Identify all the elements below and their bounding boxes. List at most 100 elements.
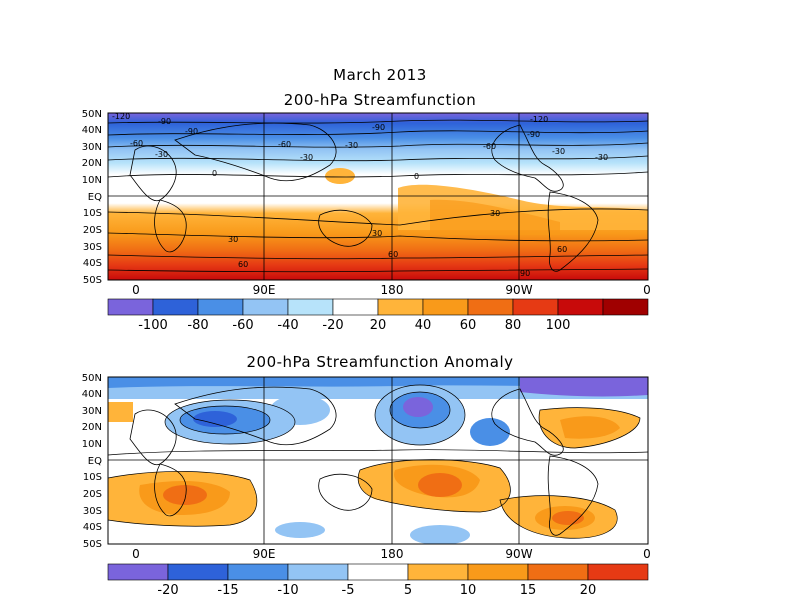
contour-labels: -120 -90 -90 -90 -120 -90 -60 -60 -60 -3… bbox=[112, 112, 608, 278]
colorbar-swatch bbox=[512, 298, 559, 316]
lat-tick-label: 30N bbox=[82, 406, 102, 417]
colorbar-label: 100 bbox=[546, 318, 571, 333]
lat-tick-label: EQ bbox=[88, 192, 102, 203]
colorbar-swatch bbox=[467, 298, 514, 316]
month-title: March 2013 bbox=[333, 66, 427, 84]
contour-label: -90 bbox=[158, 117, 171, 126]
colorbar-swatch bbox=[227, 563, 289, 581]
colorbar-swatch bbox=[287, 563, 349, 581]
lat-tick-label: 40N bbox=[82, 389, 102, 400]
panel1-title: 200-hPa Streamfunction bbox=[283, 91, 477, 109]
lon-tick-label: 0 bbox=[643, 283, 651, 297]
lon-axis-bottom: 0 90E 180 90W 0 bbox=[132, 547, 651, 561]
streamfunction-map bbox=[108, 113, 648, 280]
contour-label: -90 bbox=[372, 123, 385, 132]
map-frame bbox=[107, 376, 649, 545]
colorbar-label: 10 bbox=[460, 583, 477, 598]
colorbar-swatch bbox=[152, 298, 199, 316]
lat-tick-label: 20S bbox=[83, 489, 102, 500]
colorbar-top: -100 -80 -60 -40 -20 20 40 60 80 100 bbox=[107, 298, 649, 333]
lat-tick-label: 20S bbox=[83, 225, 102, 236]
colorbar-swatch bbox=[602, 298, 649, 316]
contour-label: -60 bbox=[483, 142, 496, 151]
lon-tick-label: 180 bbox=[381, 547, 404, 561]
contour-label: -60 bbox=[130, 139, 143, 148]
lon-tick-label: 90E bbox=[253, 283, 276, 297]
contour-label: -30 bbox=[552, 147, 565, 156]
colorbar-swatch bbox=[557, 298, 604, 316]
panel2-title: 200-hPa Streamfunction Anomaly bbox=[246, 353, 514, 371]
colorbar-label: -5 bbox=[342, 583, 355, 598]
colorbar-label: -80 bbox=[187, 318, 208, 333]
contour-label: 60 bbox=[388, 250, 398, 259]
colorbar-label: 40 bbox=[415, 318, 432, 333]
lat-tick-label: 30S bbox=[83, 506, 102, 517]
lat-tick-label: 50N bbox=[82, 109, 102, 120]
colorbar-swatch bbox=[107, 298, 154, 316]
contour-label: -60 bbox=[278, 140, 291, 149]
contour-label: -30 bbox=[155, 150, 168, 159]
lon-tick-label: 90W bbox=[505, 547, 532, 561]
contour-label: -90 bbox=[527, 130, 540, 139]
contour-label: -120 bbox=[112, 112, 130, 121]
lon-tick-label: 0 bbox=[132, 547, 140, 561]
lat-tick-label: 10N bbox=[82, 175, 102, 186]
colorbar-swatch bbox=[422, 298, 469, 316]
colorbar-swatch bbox=[527, 563, 589, 581]
colorbar-label: -60 bbox=[232, 318, 253, 333]
graticule bbox=[108, 113, 648, 280]
colorbar-label: 80 bbox=[505, 318, 522, 333]
colorbar-label: 15 bbox=[520, 583, 537, 598]
lat-tick-label: EQ bbox=[88, 456, 102, 467]
contour-label: 30 bbox=[228, 235, 238, 244]
lat-tick-label: 30N bbox=[82, 142, 102, 153]
colorbar-label: -100 bbox=[138, 318, 168, 333]
map-frame bbox=[107, 112, 649, 281]
lon-axis-top: 0 90E 180 90W 0 bbox=[132, 283, 651, 297]
lat-tick-label: 20N bbox=[82, 422, 102, 433]
lat-axis-top: 50N 40N 30N 20N 10N EQ 10S 20S 30S 40S 5… bbox=[82, 109, 102, 286]
colorbar-label: 60 bbox=[460, 318, 477, 333]
colorbar-swatch bbox=[107, 563, 169, 581]
lon-tick-label: 90E bbox=[253, 547, 276, 561]
lat-tick-label: 10S bbox=[83, 472, 102, 483]
colorbar-swatch bbox=[377, 298, 424, 316]
contour-label: -120 bbox=[530, 115, 548, 124]
lon-tick-label: 180 bbox=[381, 283, 404, 297]
colorbar-swatch bbox=[407, 563, 469, 581]
lat-tick-label: 50S bbox=[83, 539, 102, 550]
colorbar-label: -40 bbox=[277, 318, 298, 333]
lat-tick-label: 40N bbox=[82, 125, 102, 136]
lat-axis-bottom: 50N 40N 30N 20N 10N EQ 10S 20S 30S 40S 5… bbox=[82, 373, 102, 550]
contour-label: -30 bbox=[345, 141, 358, 150]
lon-tick-label: 0 bbox=[132, 283, 140, 297]
colorbar-swatch bbox=[347, 563, 409, 581]
colorbar-label: -15 bbox=[217, 583, 238, 598]
lon-tick-label: 0 bbox=[643, 547, 651, 561]
colorbar-label: -20 bbox=[322, 318, 343, 333]
colorbar-bottom: -20 -15 -10 -5 5 10 15 20 bbox=[107, 563, 649, 598]
contour-label: 0 bbox=[212, 169, 217, 178]
colorbar-swatch bbox=[167, 563, 229, 581]
lat-tick-label: 20N bbox=[82, 158, 102, 169]
colorbar-swatch bbox=[197, 298, 244, 316]
contour-label: -30 bbox=[595, 153, 608, 162]
contour-label: -30 bbox=[300, 153, 313, 162]
contour-label: 60 bbox=[238, 260, 248, 269]
colorbar-swatch bbox=[467, 563, 529, 581]
contour-label: 60 bbox=[557, 245, 567, 254]
colorbar-label: 20 bbox=[370, 318, 387, 333]
colorbar-swatch bbox=[587, 563, 649, 581]
lat-tick-label: 40S bbox=[83, 258, 102, 269]
colorbar-label: -20 bbox=[157, 583, 178, 598]
contour-label: 30 bbox=[490, 209, 500, 218]
lat-tick-label: 10N bbox=[82, 439, 102, 450]
colorbar-swatch bbox=[287, 298, 334, 316]
contour-label: -90 bbox=[185, 127, 198, 136]
colorbar-swatch bbox=[242, 298, 289, 316]
contour-label: 30 bbox=[372, 229, 382, 238]
graticule bbox=[108, 377, 648, 544]
streamfunction-anomaly-map bbox=[108, 377, 648, 544]
colorbar-label: 20 bbox=[580, 583, 597, 598]
